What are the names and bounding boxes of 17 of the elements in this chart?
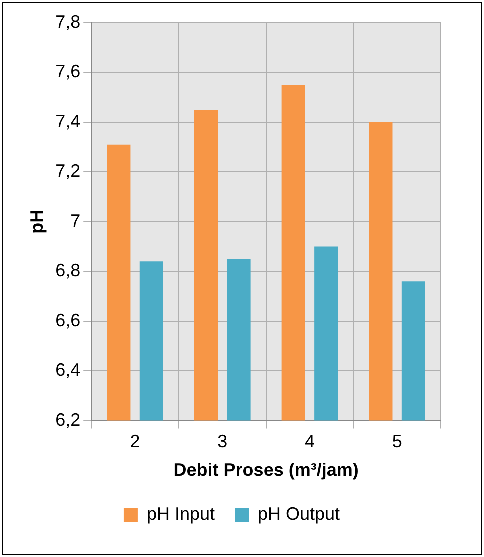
legend-label: pH Input <box>146 504 215 524</box>
y-tick-label: 6,8 <box>56 260 81 281</box>
x-tick-label: 2 <box>130 432 140 452</box>
x-tick-label: 4 <box>304 432 315 452</box>
x-axis-title: Debit Proses (m³/jam) <box>174 460 359 480</box>
x-tick-label: 5 <box>392 432 402 452</box>
y-tick-label: 7,2 <box>56 161 81 182</box>
x-tick-label: 3 <box>218 432 228 452</box>
y-tick-label: 7,8 <box>56 12 81 32</box>
legend-label: pH Output <box>258 504 340 524</box>
y-axis-title: pH <box>26 210 47 234</box>
y-tick-label: 7,4 <box>56 111 81 132</box>
y-tick-label: 7 <box>70 210 81 231</box>
y-tick-label: 7,6 <box>56 62 81 82</box>
y-tick-label: 6,4 <box>56 360 81 380</box>
y-tick-label: 6,2 <box>56 410 81 430</box>
y-tick-label: 6,6 <box>56 310 81 330</box>
